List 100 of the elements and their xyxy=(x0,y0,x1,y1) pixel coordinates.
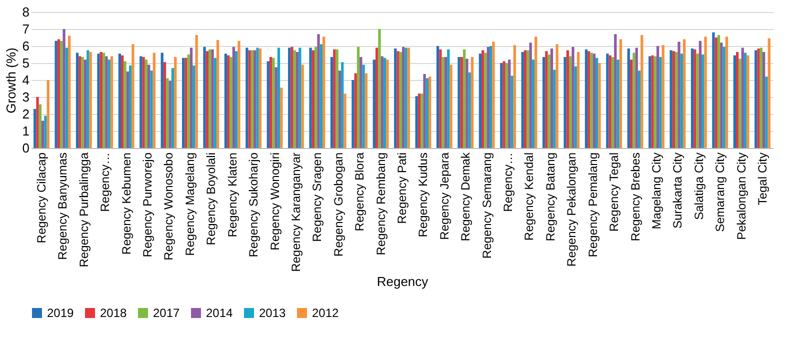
bar xyxy=(760,48,763,148)
bar xyxy=(152,52,156,148)
bar xyxy=(572,46,574,148)
x-axis-title: Regency xyxy=(376,274,429,289)
bar xyxy=(746,55,750,148)
bar xyxy=(320,44,322,148)
legend-label: 2012 xyxy=(312,306,340,320)
bar xyxy=(619,39,622,148)
bar xyxy=(698,40,702,148)
bar xyxy=(675,52,678,148)
bar xyxy=(118,54,122,148)
x-tick-label: Regency Magelang xyxy=(182,152,197,256)
y-tick-label: 3 xyxy=(22,90,30,104)
x-tick-label: Regency Banyumas xyxy=(56,152,70,260)
bar xyxy=(460,57,463,148)
bar xyxy=(510,76,514,148)
bar xyxy=(717,34,720,148)
bar xyxy=(46,80,50,148)
bar xyxy=(208,49,212,148)
bar xyxy=(144,60,148,148)
bar xyxy=(656,46,660,148)
bar xyxy=(548,54,550,148)
legend-label: 2017 xyxy=(153,306,180,320)
bar xyxy=(160,52,164,148)
bar xyxy=(399,52,402,148)
bar xyxy=(312,50,315,148)
legend-label: 2013 xyxy=(259,306,286,320)
bar xyxy=(590,52,593,148)
x-tick-label: Regency Semarang xyxy=(480,152,494,259)
bar xyxy=(654,56,656,148)
bar xyxy=(466,58,468,148)
bar xyxy=(362,64,365,148)
bar xyxy=(402,46,405,148)
bar xyxy=(450,64,452,148)
bar xyxy=(635,48,638,148)
bar xyxy=(174,57,177,148)
bar xyxy=(256,48,259,148)
bar xyxy=(690,48,694,148)
bar xyxy=(524,50,527,148)
bar xyxy=(250,50,254,148)
bar xyxy=(714,38,718,148)
bar xyxy=(725,36,728,148)
bar xyxy=(60,40,63,148)
x-tick-label: Regency Rembang xyxy=(374,152,388,256)
bar xyxy=(380,56,384,148)
bar xyxy=(203,46,206,148)
bar xyxy=(696,54,699,148)
x-tick-label: Salatiga City xyxy=(692,152,706,220)
bar xyxy=(444,57,448,148)
x-tick-label: Regency… xyxy=(98,152,112,212)
x-tick-label: Regency Klaten xyxy=(225,152,240,238)
bar xyxy=(439,49,442,148)
bar xyxy=(163,62,166,148)
x-tick-label: Regency Demak xyxy=(458,152,473,242)
bar xyxy=(352,80,354,148)
x-tick-label: Regency Blora xyxy=(352,152,367,232)
x-tick-label: Regency Wonogiri xyxy=(268,152,282,250)
bar xyxy=(662,45,664,148)
bar xyxy=(486,46,490,148)
x-tick-label: Surakarta City xyxy=(670,152,685,229)
y-tick-label: 0 xyxy=(22,140,30,156)
bar xyxy=(36,97,39,148)
bar xyxy=(407,48,410,148)
bar xyxy=(216,40,220,148)
bar xyxy=(142,57,145,148)
bar xyxy=(426,78,429,148)
bar xyxy=(680,54,683,148)
bar xyxy=(394,48,397,148)
bar xyxy=(354,73,357,148)
x-tick-label: Regency Sragen xyxy=(310,152,324,242)
bar xyxy=(224,54,228,148)
bar xyxy=(246,48,248,148)
bar xyxy=(505,63,508,148)
bar xyxy=(330,57,334,148)
bar xyxy=(502,61,506,148)
legend-label: 2019 xyxy=(47,306,74,320)
bar xyxy=(651,55,654,148)
bar xyxy=(192,66,196,148)
bar xyxy=(78,56,82,148)
legend-label: 2014 xyxy=(206,306,234,320)
x-tick-label: Regency Purbalingga xyxy=(76,152,91,268)
bar xyxy=(678,42,680,148)
bar xyxy=(741,48,744,148)
bar xyxy=(584,49,588,148)
y-tick-label: 7 xyxy=(22,22,30,36)
x-tick-label: Regency Kudus xyxy=(416,152,430,238)
bar xyxy=(288,48,291,148)
bar xyxy=(765,76,768,148)
bar xyxy=(126,72,129,148)
bar xyxy=(100,52,102,148)
bar xyxy=(336,49,338,148)
bar xyxy=(84,60,87,148)
x-tick-label: Regency Kebumen xyxy=(119,152,134,255)
bar xyxy=(529,42,532,148)
x-tick-label: Regency Wonosobo xyxy=(162,152,176,260)
bar xyxy=(640,34,644,148)
bar xyxy=(588,51,590,148)
x-tick-label: Regency Batang xyxy=(543,152,558,242)
x-tick-label: Regency Karanganyar xyxy=(288,152,303,272)
bar xyxy=(415,96,418,148)
